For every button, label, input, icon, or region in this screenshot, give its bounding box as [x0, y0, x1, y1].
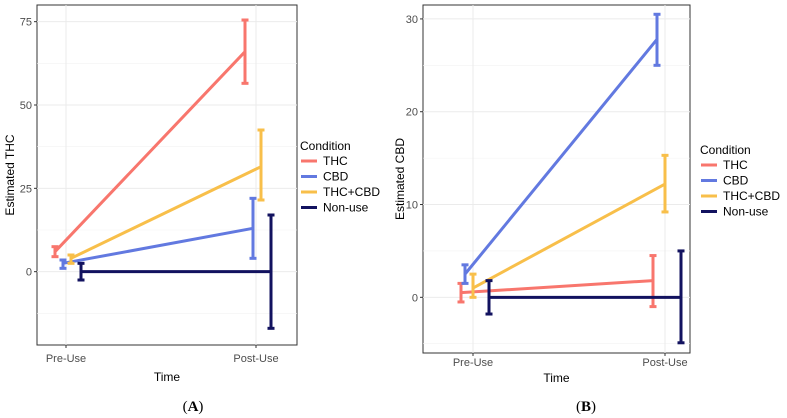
series-line-thc [460, 279, 654, 295]
legend-label-cbd: CBD [323, 170, 349, 184]
plot-area [422, 4, 691, 354]
legend-label-thc-cbd: THC+CBD [723, 189, 780, 203]
series-line-thc-cbd [472, 182, 666, 290]
legend-label-thc: THC [323, 154, 348, 168]
y-tick-label: 25 [20, 183, 32, 195]
panel-label-close: ) [198, 399, 203, 415]
panel-label: (B) [576, 399, 596, 415]
y-axis-title: Estimated THC [3, 134, 17, 215]
panel-label-close: ) [591, 399, 596, 415]
chart-panel-b: 0 10 20 30 Pre-Use Post-Use Time Estimated CBD C… [393, 4, 780, 415]
legend-label-non-use: Non-use [723, 205, 769, 219]
y-tick-label: 10 [406, 200, 418, 212]
panel-label-letter: B [581, 399, 591, 415]
y-tick-label: 0 [26, 267, 32, 279]
legend-label-cbd: CBD [723, 174, 749, 188]
plot-area [36, 4, 298, 346]
chart-panel-a: 0 25 50 75 Pre-Use Post-Use Time Estimated THC C… [3, 4, 380, 415]
panel-label: (A) [183, 399, 204, 415]
series-line-thc [53, 50, 247, 253]
legend-label-non-use: Non-use [323, 201, 369, 215]
x-tick-label: Post-Use [233, 353, 278, 365]
x-tick-label: Pre-Use [46, 353, 86, 365]
panel-label-open: ( [576, 399, 581, 415]
x-tick-label: Pre-Use [453, 357, 493, 369]
x-axis-title: Time [154, 370, 181, 384]
legend-title: Condition [300, 139, 351, 153]
y-tick-label: 0 [412, 292, 418, 304]
legend-title: Condition [700, 143, 751, 157]
y-tick-label: 50 [20, 100, 32, 112]
legend-label-thc-cbd: THC+CBD [323, 185, 380, 199]
panel-label-letter: A [188, 399, 199, 415]
series-line-cbd [463, 38, 659, 276]
series-line-thc-cbd [70, 165, 262, 260]
series-line-cbd [62, 226, 254, 265]
legend-label-thc: THC [723, 158, 748, 172]
x-axis-title: Time [543, 371, 570, 385]
x-tick-label: Post-Use [642, 357, 687, 369]
y-tick-label: 20 [406, 107, 418, 119]
y-axis-title: Estimated CBD [393, 138, 407, 220]
panel-label-open: ( [183, 399, 188, 415]
y-tick-label: 30 [406, 14, 418, 26]
y-tick-label: 75 [20, 17, 32, 29]
